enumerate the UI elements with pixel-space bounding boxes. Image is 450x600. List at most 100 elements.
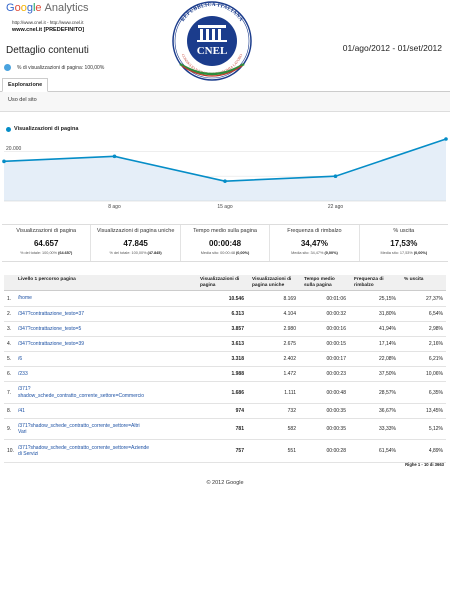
cell-pageviews: 781: [235, 426, 244, 432]
cell-pageviews: 10.546: [228, 295, 244, 302]
page-path-link[interactable]: /home: [18, 295, 32, 302]
table-row: 8. /41 974 732 00:00:35 36,67% 13,45%: [4, 404, 446, 419]
row-number: 2.: [7, 311, 12, 317]
cell-exit: 4,89%: [428, 448, 443, 454]
table-row: 10. /371?shadow_schede_contratto_corrente…: [4, 440, 446, 463]
row-number: 4.: [7, 341, 12, 347]
site-urls: http://www.cnel.it - http://www.cnel.it: [12, 20, 84, 25]
table-row: 3. /347?contrattazione_testo=5 3.857 2.980 0…: [4, 322, 446, 337]
cell-bounce: 31,80%: [379, 311, 396, 317]
cell-avg-time: 00:00:15: [326, 341, 346, 347]
page-path-link[interactable]: /347?contrattazione_testo=39: [18, 340, 85, 347]
metric-label: Visualizzazioni di pagina uniche: [96, 228, 175, 234]
segment-dot-icon: [4, 64, 11, 71]
series-area: [4, 139, 446, 201]
cell-bounce: 33,33%: [379, 426, 396, 432]
cell-exit: 2,16%: [428, 341, 443, 347]
page-path-link[interactable]: /371?shadow_schede_contratto_corrente_se…: [18, 422, 140, 436]
metric-value: 00:00:48: [209, 239, 242, 248]
metric-label: % uscita: [393, 228, 415, 234]
metric-label: Frequenza di rimbalzo: [287, 228, 342, 234]
cell-exit: 6,35%: [428, 389, 443, 396]
page-path-link[interactable]: /347?contrattazione_testo=37: [18, 310, 85, 317]
metric-bounce-rate: Frequenza di rimbalzo 34,47% Media sito:…: [270, 225, 360, 261]
data-point[interactable]: [223, 179, 227, 183]
cell-bounce: 61,54%: [379, 448, 396, 454]
page-title: Dettaglio contenuti: [6, 45, 89, 56]
metric-subtext: Media sito: 00:00:48 (0,00%): [200, 251, 250, 255]
x-tick-label: 15 ago: [217, 204, 233, 210]
cell-avg-time: 00:00:17: [326, 356, 346, 362]
cell-unique: 4.104: [283, 311, 296, 317]
metric-label: Visualizzazioni di pagina: [16, 228, 77, 234]
cell-bounce: 37,50%: [379, 371, 396, 377]
cell-pageviews: 3.613: [231, 341, 244, 347]
cell-pageviews: 3.857: [231, 326, 244, 332]
page-path-link[interactable]: /371?shadow_schede_contratto_corrente_se…: [18, 444, 150, 458]
cell-avg-time: 00:00:23: [326, 371, 346, 377]
cell-unique: 1.472: [283, 371, 296, 377]
data-point[interactable]: [444, 137, 448, 141]
metric-label: Tempo medio sulla pagina: [193, 228, 257, 234]
cell-bounce: 25,15%: [379, 295, 396, 302]
cell-pageviews: 1.686: [231, 389, 244, 396]
cell-bounce: 28,57%: [379, 389, 396, 396]
cnel-seal-logo: REPUBBLICA ITALIANA CONSIGLIO NAZIONALE …: [172, 1, 252, 81]
row-number: 8.: [7, 408, 12, 414]
row-number: 10.: [7, 448, 14, 454]
cell-bounce: 22,08%: [379, 356, 396, 362]
cell-unique: 551: [287, 448, 296, 454]
cell-avg-time: 00:00:48: [326, 389, 346, 396]
col-header-exit[interactable]: % uscita: [404, 277, 424, 282]
date-range[interactable]: 01/ago/2012 - 01/set/2012: [342, 43, 442, 53]
page-path-link[interactable]: /6: [18, 355, 23, 362]
table-header: Livello 1 percorso pagina Visualizzazion…: [4, 275, 446, 291]
table-row: 4. /347?contrattazione_testo=39 3.613 2.675…: [4, 337, 446, 352]
col-header-pageviews[interactable]: Visualizzazioni di pagina: [200, 277, 240, 288]
cell-avg-time: 00:00:16: [326, 326, 346, 332]
cell-pageviews: 1.988: [231, 371, 244, 377]
cell-exit: 27,37%: [426, 295, 443, 302]
footer-copyright: © 2012 Google: [206, 480, 244, 486]
row-number: 9.: [7, 426, 12, 432]
metric-value: 64.657: [33, 239, 59, 248]
metric-unique-pageviews: Visualizzazioni di pagina uniche 47.845 …: [91, 225, 181, 261]
cell-exit: 6,21%: [428, 356, 443, 362]
row-number: 3.: [7, 326, 12, 332]
x-tick-label: 22 ago: [328, 204, 344, 210]
table-row: 9. /371?shadow_schede_contratto_corrente_…: [4, 419, 446, 440]
page-path-link[interactable]: /371? shadow_schede_contratto_corrente_s…: [18, 386, 145, 399]
metric-value: 34,47%: [300, 239, 328, 248]
metric-value: 17,53%: [390, 239, 418, 248]
profile-name: www.cnel.it [PREDEFINITO]: [12, 27, 85, 33]
metric-subtext: % del totale: 100,00% (47.845): [109, 251, 162, 255]
google-wordmark: Google: [6, 2, 42, 14]
data-point[interactable]: [112, 154, 117, 159]
x-tick-label: 8 ago: [108, 204, 121, 210]
data-point[interactable]: [333, 174, 338, 178]
data-point[interactable]: [2, 159, 6, 164]
metric-avg-time: Tempo medio sulla pagina 00:00:48 Media …: [181, 225, 271, 261]
cell-pageviews: 974: [235, 408, 244, 414]
metric-subtext: Media sito: 34,47% (0,00%): [291, 251, 338, 255]
metric-subtext: Media sito: 17,53% (0,00%): [380, 251, 428, 255]
cell-unique: 1.111: [284, 389, 296, 396]
tab-esplorazione[interactable]: Esplorazione: [2, 78, 49, 92]
table-row: 6. /233 1.988 1.472 00:00:23 37,50% 10,06%: [4, 367, 446, 382]
cell-avg-time: 00:00:28: [326, 448, 346, 454]
legend-label: Visualizzazioni di pagina: [14, 126, 79, 132]
legend-dot-icon: [6, 126, 11, 132]
metrics-summary: Visualizzazioni di pagina 64.657 % del t…: [2, 224, 448, 262]
row-number: 7.: [7, 389, 12, 396]
segment-summary: % di visualizzazioni di pagina: 100,00%: [4, 64, 104, 71]
page-path-link[interactable]: /347?contrattazione_testo=5: [18, 325, 82, 332]
col-header-avg-time[interactable]: Tempo medio sulla pagina: [304, 277, 335, 288]
subtab-uso-del-sito[interactable]: Uso del sito: [8, 97, 37, 103]
col-header-unique[interactable]: Visualizzazioni di pagina uniche: [252, 277, 292, 288]
rows-info: Righe 1 - 10 di 3663: [405, 462, 444, 467]
col-header-bounce[interactable]: Frequenza di rimbalzo: [354, 277, 384, 288]
page-path-link[interactable]: /233: [18, 370, 28, 377]
cell-pageviews: 757: [235, 448, 244, 454]
page-path-link[interactable]: /41: [18, 407, 25, 414]
col-header-page-path[interactable]: Livello 1 percorso pagina: [18, 277, 76, 282]
